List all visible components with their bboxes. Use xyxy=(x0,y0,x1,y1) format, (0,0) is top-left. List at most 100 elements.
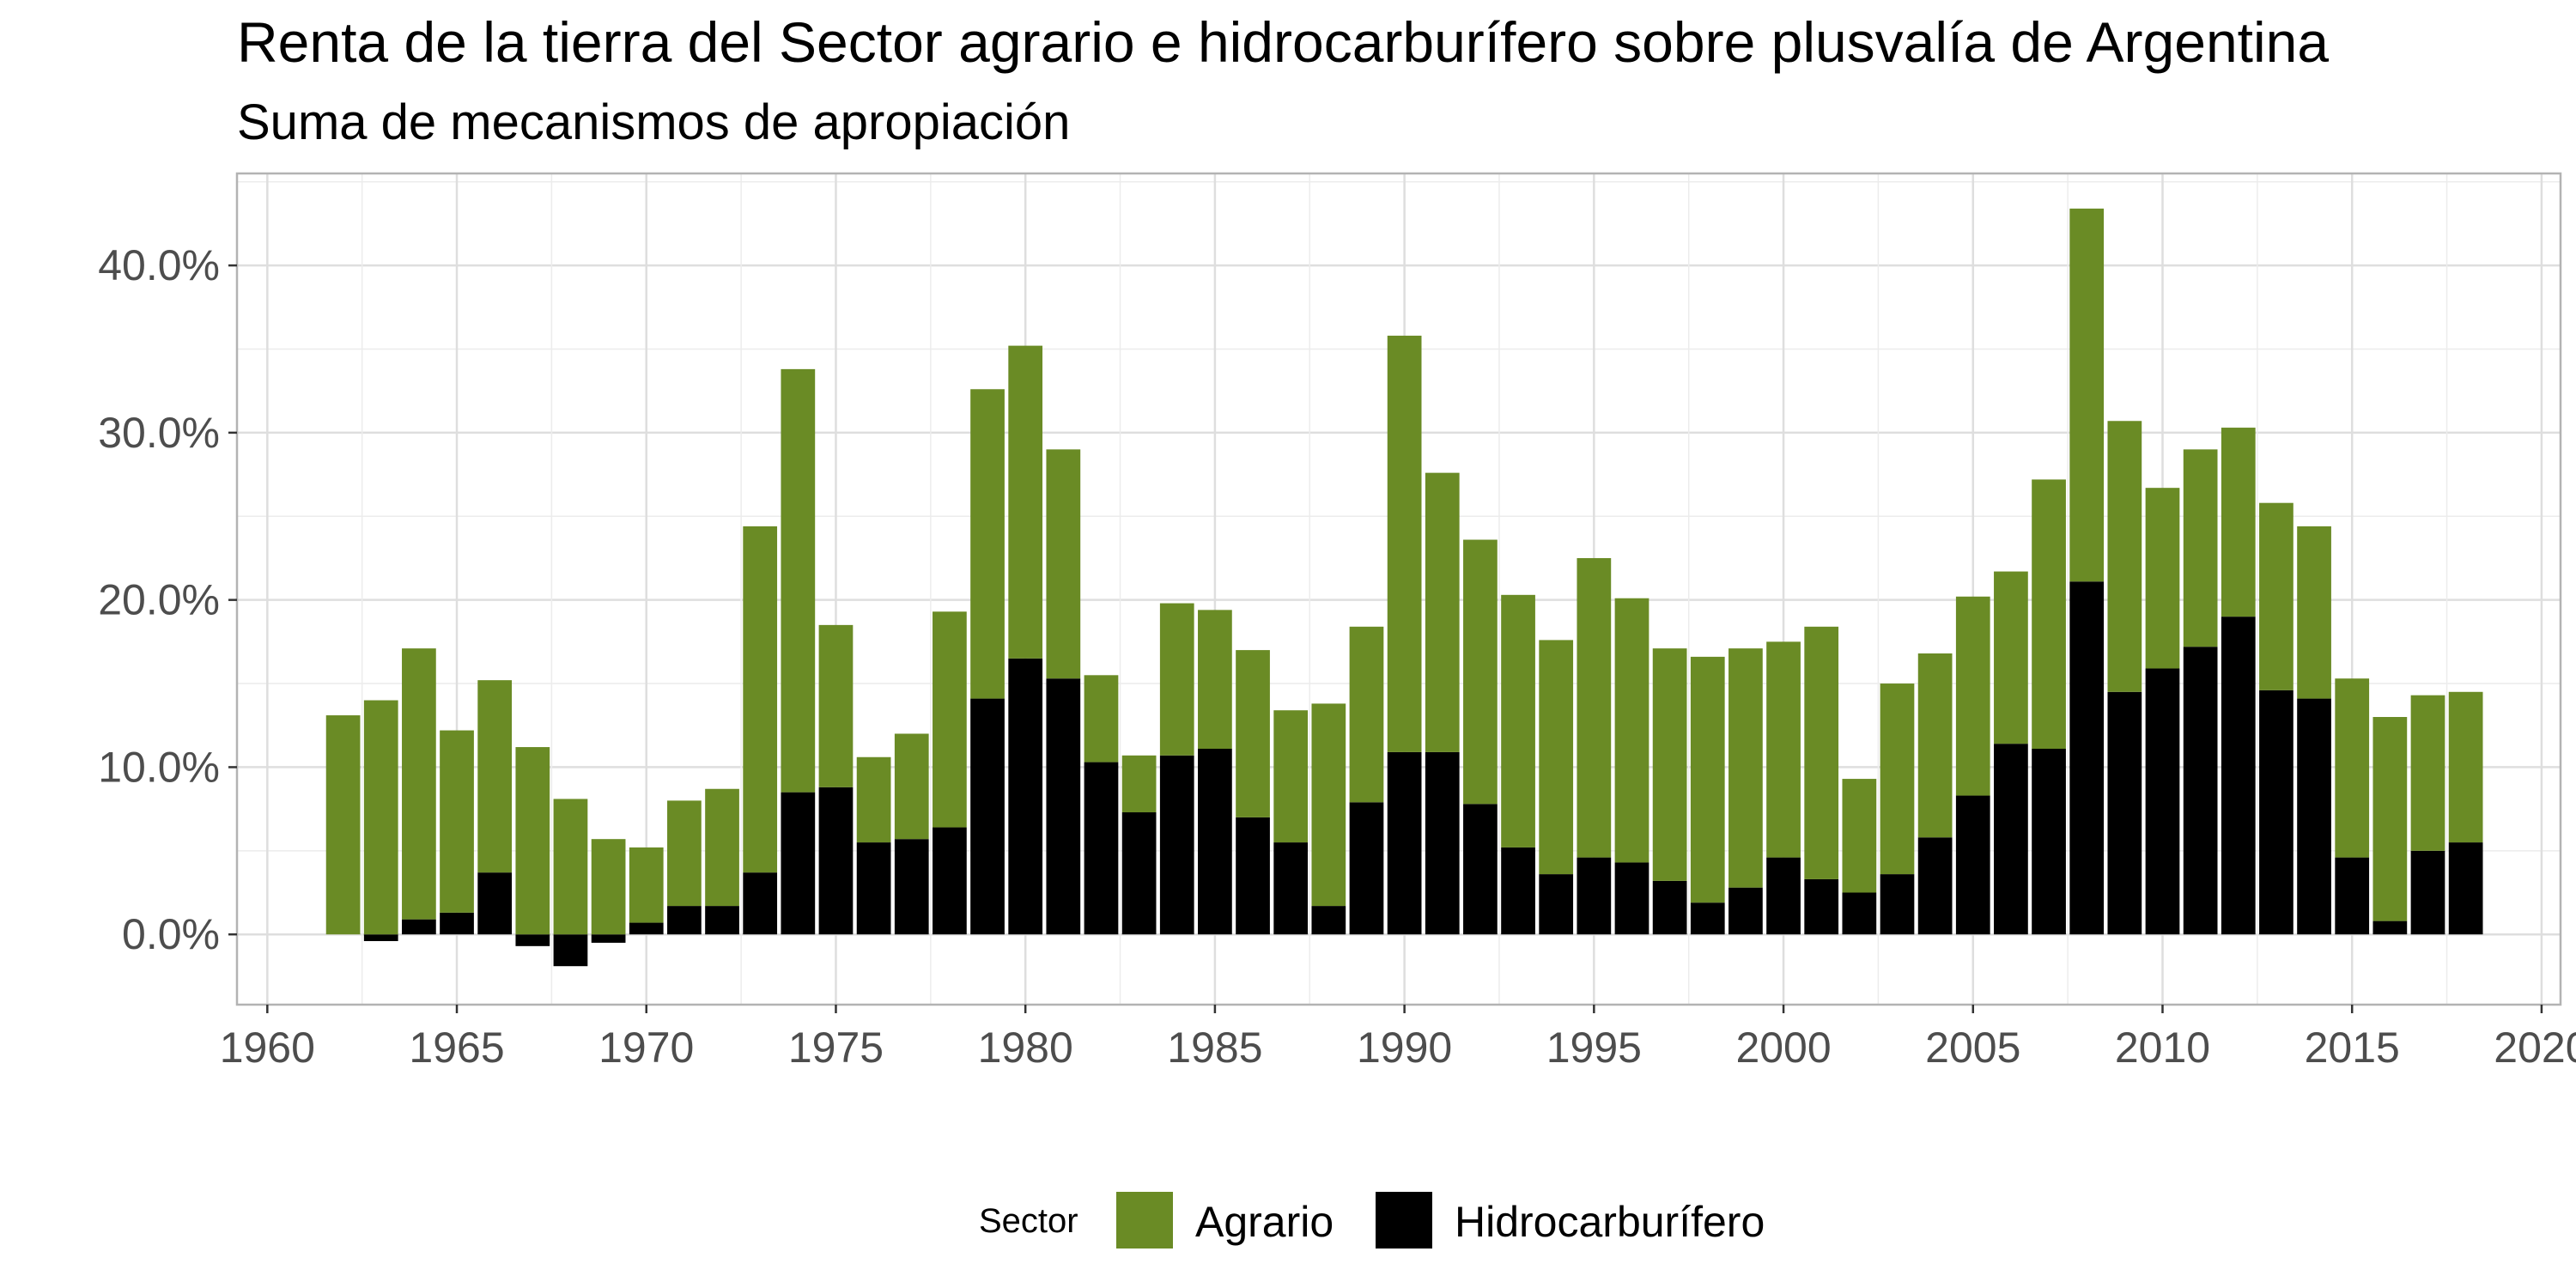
bar-agrario-1966 xyxy=(477,680,513,873)
bar-hidrocarburifero-2008 xyxy=(2069,581,2105,935)
x-tick-label: 2005 xyxy=(1925,1024,2020,1072)
bar-hidrocarburifero-1977 xyxy=(894,839,929,935)
bar-agrario-1983 xyxy=(1121,755,1157,813)
bar-agrario-2013 xyxy=(2259,502,2293,690)
bar-agrario-1979 xyxy=(970,389,1005,699)
bar-hidrocarburifero-1990 xyxy=(1387,751,1422,935)
bar-hidrocarburifero-1987 xyxy=(1273,842,1309,935)
bar-hidrocarburifero-1997 xyxy=(1652,880,1687,935)
bar-agrario-1994 xyxy=(1539,640,1574,875)
bar-agrario-2006 xyxy=(1994,571,2028,744)
x-tick-label: 1970 xyxy=(598,1024,694,1072)
y-tick-label: 0.0% xyxy=(122,910,220,958)
bar-hidrocarburifero-1989 xyxy=(1349,802,1384,935)
bar-hidrocarburifero-2009 xyxy=(2107,691,2142,935)
legend-key-agrario xyxy=(1116,1192,1173,1249)
legend-label-agrario: Agrario xyxy=(1195,1198,1334,1246)
bar-hidrocarburifero-1986 xyxy=(1236,817,1270,935)
bar-hidrocarburifero-1964 xyxy=(402,919,436,935)
bar-agrario-2017 xyxy=(2410,695,2445,851)
bar-hidrocarburifero-1984 xyxy=(1159,755,1194,935)
bar-agrario-1969 xyxy=(591,839,626,935)
bar-hidrocarburifero-1965 xyxy=(440,912,474,935)
bar-hidrocarburifero-1966 xyxy=(477,872,513,935)
bar-agrario-2016 xyxy=(2372,716,2408,921)
bar-hidrocarburifero-1974 xyxy=(781,792,816,935)
bar-hidrocarburifero-1978 xyxy=(933,827,967,935)
legend-key-hidrocarburifero xyxy=(1376,1192,1432,1249)
bar-hidrocarburifero-1999 xyxy=(1728,887,1763,935)
bar-agrario-1988 xyxy=(1311,703,1346,907)
bar-hidrocarburifero-1991 xyxy=(1425,751,1460,935)
bar-agrario-1968 xyxy=(553,799,588,935)
bar-agrario-1996 xyxy=(1614,598,1649,863)
x-tick-label: 1980 xyxy=(978,1024,1073,1072)
bar-agrario-1976 xyxy=(856,756,891,843)
bar-agrario-2005 xyxy=(1955,596,1990,796)
bar-agrario-1963 xyxy=(363,700,398,935)
bar-hidrocarburifero-1992 xyxy=(1463,804,1498,935)
bar-agrario-2014 xyxy=(2297,526,2331,699)
bar-hidrocarburifero-2006 xyxy=(1994,744,2028,935)
bar-agrario-1977 xyxy=(894,733,929,840)
bar-agrario-1973 xyxy=(743,526,778,873)
bar-hidrocarburifero-1982 xyxy=(1084,762,1119,935)
bar-agrario-1975 xyxy=(818,624,854,787)
bar-hidrocarburifero-1963 xyxy=(363,934,398,941)
bar-hidrocarburifero-1994 xyxy=(1539,874,1574,935)
x-tick-label: 2020 xyxy=(2494,1024,2576,1072)
bar-agrario-2004 xyxy=(1917,653,1953,838)
bar-hidrocarburifero-1969 xyxy=(591,934,626,943)
bar-agrario-1980 xyxy=(1008,345,1043,659)
bar-hidrocarburifero-2012 xyxy=(2221,617,2256,935)
bar-hidrocarburifero-1981 xyxy=(1046,678,1081,935)
bar-agrario-2007 xyxy=(2032,479,2066,750)
bar-agrario-2002 xyxy=(1842,779,1877,893)
bar-hidrocarburifero-2011 xyxy=(2183,647,2218,935)
x-tick-label: 2015 xyxy=(2305,1024,2400,1072)
y-tick-label: 10.0% xyxy=(98,743,220,791)
bar-agrario-1982 xyxy=(1084,675,1119,762)
x-tick-label: 1990 xyxy=(1357,1024,1452,1072)
bars xyxy=(325,208,2483,967)
bar-hidrocarburifero-1983 xyxy=(1121,812,1157,935)
bar-hidrocarburifero-2002 xyxy=(1842,892,1877,935)
bar-agrario-1985 xyxy=(1198,610,1232,750)
chart-subtitle: Suma de mecanismos de apropiación xyxy=(237,94,1070,150)
bar-agrario-1995 xyxy=(1577,557,1612,858)
bar-agrario-1962 xyxy=(325,715,361,935)
x-tick-label: 1975 xyxy=(788,1024,884,1072)
bar-agrario-1964 xyxy=(402,648,436,920)
bar-hidrocarburifero-2016 xyxy=(2372,920,2408,935)
bar-hidrocarburifero-1976 xyxy=(856,842,891,935)
y-tick-label: 40.0% xyxy=(98,241,220,289)
x-tick-label: 1995 xyxy=(1546,1024,1642,1072)
bar-agrario-1990 xyxy=(1387,335,1422,752)
legend: Sector Agrario Hidrocarburífero xyxy=(979,1192,1765,1249)
bar-agrario-1970 xyxy=(629,847,664,923)
bar-agrario-1989 xyxy=(1349,626,1384,803)
x-tick-label: 2000 xyxy=(1735,1024,1831,1072)
axes: 0.0% 10.0% 20.0% 30.0% 40.0% 1960 1965 1970 1975… xyxy=(98,241,2576,1072)
x-tick-label: 1960 xyxy=(220,1024,315,1072)
chart-title: Renta de la tierra del Sector agrario e … xyxy=(237,10,2329,74)
bar-hidrocarburifero-1993 xyxy=(1501,847,1535,935)
bar-agrario-2015 xyxy=(2335,678,2370,858)
bar-hidrocarburifero-1972 xyxy=(705,906,739,935)
bar-hidrocarburifero-1973 xyxy=(743,872,778,935)
bar-hidrocarburifero-1971 xyxy=(667,906,702,935)
bar-agrario-2009 xyxy=(2107,421,2142,692)
y-tick-label: 30.0% xyxy=(98,409,220,457)
bar-hidrocarburifero-2010 xyxy=(2145,668,2180,935)
bar-agrario-1999 xyxy=(1728,648,1763,888)
x-tick-label: 1965 xyxy=(409,1024,504,1072)
bar-hidrocarburifero-2014 xyxy=(2297,698,2331,935)
x-tick-label: 2010 xyxy=(2115,1024,2210,1072)
bar-agrario-2011 xyxy=(2183,449,2218,647)
bar-hidrocarburifero-2005 xyxy=(1955,795,1990,935)
y-tick-label: 20.0% xyxy=(98,576,220,624)
bar-agrario-1981 xyxy=(1046,449,1081,679)
bar-hidrocarburifero-2015 xyxy=(2335,857,2370,935)
bar-agrario-1967 xyxy=(515,747,550,935)
